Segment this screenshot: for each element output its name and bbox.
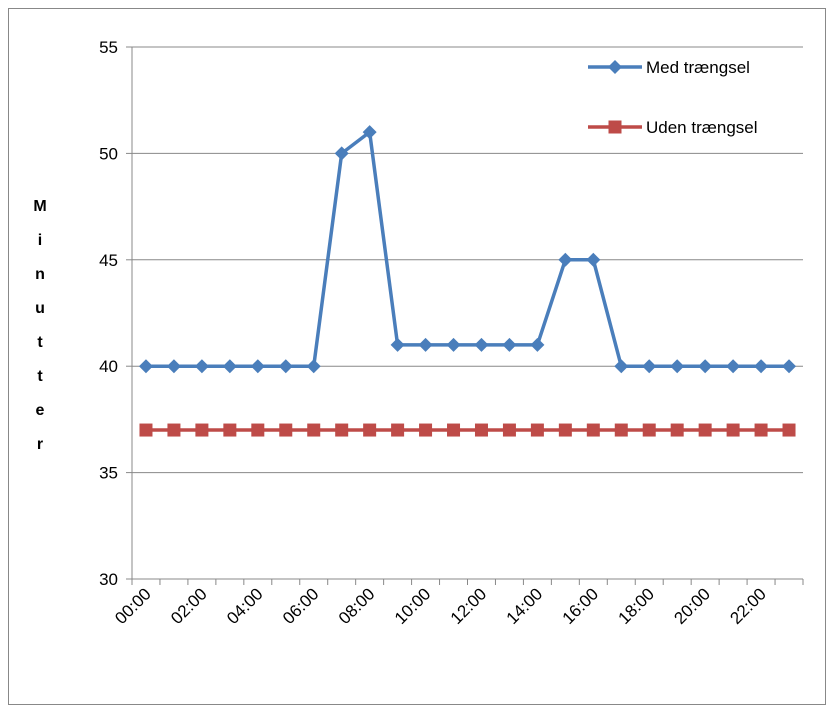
marker xyxy=(194,359,209,374)
marker xyxy=(222,359,237,374)
marker xyxy=(166,359,181,374)
marker xyxy=(502,423,516,437)
legend-label: Med trængsel xyxy=(646,58,750,77)
marker xyxy=(754,359,769,374)
marker xyxy=(530,337,545,352)
marker xyxy=(608,60,622,74)
marker xyxy=(334,146,349,161)
marker xyxy=(558,423,572,437)
marker xyxy=(251,423,265,437)
marker xyxy=(586,423,600,437)
marker xyxy=(195,423,209,437)
marker xyxy=(250,359,265,374)
marker xyxy=(754,423,768,437)
marker xyxy=(419,423,433,437)
marker xyxy=(608,120,622,134)
marker xyxy=(307,423,321,437)
marker xyxy=(167,423,181,437)
marker xyxy=(782,359,797,374)
marker xyxy=(642,423,656,437)
marker xyxy=(138,359,153,374)
y-tick-label: 50 xyxy=(99,144,118,163)
y-axis-label: Minutter xyxy=(32,198,49,470)
marker xyxy=(278,359,293,374)
marker xyxy=(614,359,629,374)
marker xyxy=(474,423,488,437)
legend-label: Uden trængsel xyxy=(646,118,758,137)
chart-border xyxy=(8,8,826,705)
marker xyxy=(726,423,740,437)
marker xyxy=(698,423,712,437)
marker xyxy=(782,423,796,437)
y-tick-label: 45 xyxy=(99,251,118,270)
marker xyxy=(698,359,713,374)
y-tick-label: 55 xyxy=(99,38,118,57)
y-tick-label: 40 xyxy=(99,357,118,376)
marker xyxy=(474,337,489,352)
marker xyxy=(642,359,657,374)
marker xyxy=(362,125,377,140)
marker xyxy=(726,359,741,374)
marker xyxy=(279,423,293,437)
marker xyxy=(223,423,237,437)
marker xyxy=(363,423,377,437)
marker xyxy=(502,337,517,352)
y-tick-label: 35 xyxy=(99,464,118,483)
y-tick-label: 30 xyxy=(99,570,118,589)
marker xyxy=(447,423,461,437)
marker xyxy=(558,252,573,267)
marker xyxy=(670,423,684,437)
marker xyxy=(335,423,349,437)
marker xyxy=(614,423,628,437)
marker xyxy=(418,337,433,352)
marker xyxy=(670,359,685,374)
marker xyxy=(306,359,321,374)
marker xyxy=(530,423,544,437)
marker xyxy=(139,423,153,437)
marker xyxy=(586,252,601,267)
marker xyxy=(446,337,461,352)
marker xyxy=(391,423,405,437)
marker xyxy=(390,337,405,352)
